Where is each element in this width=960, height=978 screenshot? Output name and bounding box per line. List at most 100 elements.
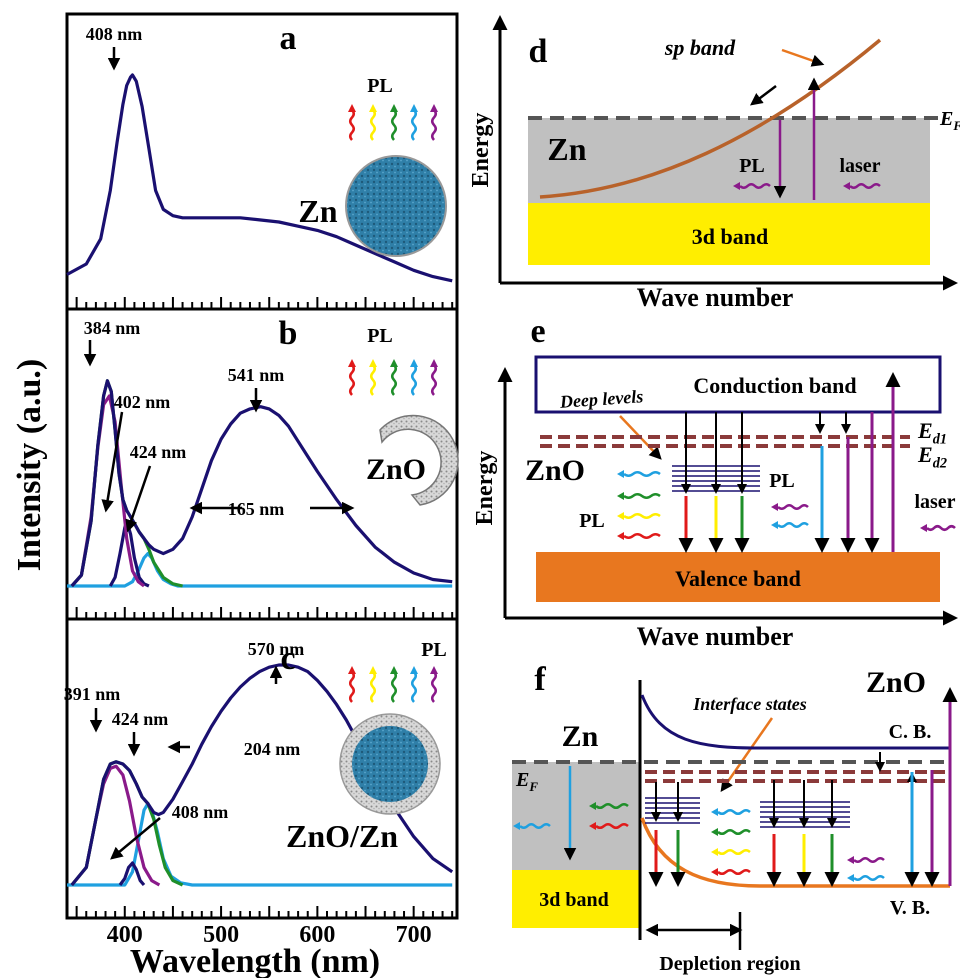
d-carrier-arrow <box>750 85 777 106</box>
d-pl-label: PL <box>739 155 765 177</box>
pl-wave-a-4-head <box>430 104 438 112</box>
pl-wave-b-2-head <box>390 359 398 367</box>
e-pl-wave-right-purple <box>777 504 809 510</box>
e-pl-wave-left-2 <box>623 513 661 519</box>
d-pl-wave <box>739 183 771 189</box>
series-line-a-0 <box>66 73 453 283</box>
e-pl-wave-left-0-head <box>617 470 624 478</box>
e-pl-wave-right-blue-head <box>771 521 778 529</box>
peak-label-541: 541 nm <box>228 365 285 385</box>
panel-c-frame <box>65 617 459 920</box>
znozn-core-image <box>352 726 428 802</box>
fwhm-label-204: 204 nm <box>244 739 301 759</box>
f-vb-label: V. B. <box>890 897 930 919</box>
zno-particle-image <box>379 414 459 506</box>
f-depletion-label: Depletion region <box>659 953 800 975</box>
d-x-label: Wave number <box>637 283 794 312</box>
x-tick-label-500: 500 <box>203 922 239 948</box>
f-3d-band-label: 3d band <box>539 889 609 911</box>
pl-wave-b-4-head <box>430 359 438 367</box>
x-tick-label-700: 700 <box>396 922 432 948</box>
pl-label-c: PL <box>421 639 447 661</box>
peak-label-424: 424 nm <box>112 709 169 729</box>
e-pl-label-right: PL <box>769 470 795 492</box>
e-laser-wave <box>926 525 956 531</box>
diagram-f: f Interface states Zn ZnO 3d band EF C. B. V. B… <box>512 661 958 975</box>
peak-label-391: 391 nm <box>64 684 121 704</box>
peak-label-408: 408 nm <box>86 24 143 44</box>
pl-wave-a-2-head <box>390 104 398 112</box>
pl-wave-c-0 <box>349 671 355 703</box>
e-pl-wave-right-purple-head <box>771 503 778 511</box>
pl-wave-a-3-head <box>410 104 418 112</box>
x-axis-label: Wavelength (nm) <box>130 943 380 978</box>
e-pl-wave-left-0 <box>623 471 661 477</box>
peak-label-408c: 408 nm <box>172 802 229 822</box>
y-axis-label: Intensity (a.u.) <box>11 359 48 572</box>
e-ed2-label: Ed2 <box>917 442 947 472</box>
peak-label-402: 402 nm <box>114 392 171 412</box>
d-3d-band-label: 3d band <box>692 224 768 249</box>
e-y-label: Energy <box>472 451 498 526</box>
f-zn-label: Zn <box>562 720 599 753</box>
f-3d-band <box>512 870 640 928</box>
material-label-a: Zn <box>298 193 337 229</box>
f-fermi-label: EF <box>515 769 538 794</box>
zn-particle-image <box>345 155 447 257</box>
e-laser-wave-head <box>920 524 927 532</box>
d-material-label: Zn <box>547 131 586 167</box>
panel-label-a: a <box>280 20 297 57</box>
pl-label-a: PL <box>367 75 393 97</box>
f-wave-mid-0-head <box>711 808 718 816</box>
f-wave-mid-3 <box>717 869 751 875</box>
f-wave-mid-1 <box>717 829 751 835</box>
e-pl-wave-left-2-head <box>617 512 624 520</box>
pl-wave-a-1 <box>370 109 376 141</box>
series-line-b-0 <box>67 552 453 588</box>
d-laser-label: laser <box>839 155 880 177</box>
pl-wave-c-2 <box>391 671 397 703</box>
spectra-panels: a b c 408 nm PL Zn 384 nm 402 nm 424 nm 541 nm 165… <box>64 12 459 948</box>
pl-wave-a-4 <box>431 109 437 141</box>
f-wave-mid-0 <box>717 809 751 815</box>
f-interface-label: Interface states <box>692 694 806 714</box>
f-wave-mid-2 <box>717 849 751 855</box>
f-wave-right-blue-head <box>847 874 854 882</box>
e-material-label: ZnO <box>525 454 585 487</box>
panel-label-b: b <box>279 315 298 352</box>
pl-wave-a-3 <box>411 109 417 141</box>
pl-wave-b-2 <box>391 364 397 396</box>
d-y-label: Energy <box>468 113 494 188</box>
peak-arrow-402 <box>101 411 124 513</box>
f-wave-right-purple <box>853 857 885 863</box>
peak-arrow-424 <box>125 465 152 533</box>
pl-wave-b-0 <box>349 364 355 396</box>
pl-wave-a-0 <box>349 109 355 141</box>
f-conduction-edge <box>640 694 950 750</box>
e-valence-band <box>536 552 940 602</box>
x-tick-label-400: 400 <box>107 922 143 948</box>
e-pl-wave-left-3-head <box>617 532 624 540</box>
f-wave-right-purple-head <box>847 856 854 864</box>
pl-wave-a-2 <box>391 109 397 141</box>
pl-wave-c-3-head <box>410 666 418 674</box>
panel-c: c <box>65 617 459 920</box>
f-zn-wave <box>519 823 551 829</box>
d-pl-wave-head <box>733 182 740 190</box>
peak-arrow-408c <box>110 817 161 860</box>
diagram-d: d 3d band EF sp band Zn PL laser Energy Wave num… <box>468 15 960 312</box>
pl-wave-c-4-head <box>430 666 438 674</box>
e-x-label: Wave number <box>637 622 794 651</box>
pl-wave-b-0-head <box>348 359 356 367</box>
x-tick-label-600: 600 <box>299 922 335 948</box>
pl-wave-b-4 <box>431 364 437 396</box>
e-laser-label: laser <box>914 491 955 513</box>
e-panel-label: e <box>530 313 545 350</box>
e-pl-label-left: PL <box>579 510 605 532</box>
pl-wave-a-1-head <box>369 104 377 112</box>
f-wave-mid-3-head <box>711 868 718 876</box>
d-sp-band-label: sp band <box>664 35 736 60</box>
peak-label-424: 424 nm <box>130 442 187 462</box>
